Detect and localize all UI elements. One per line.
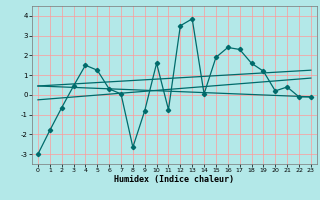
X-axis label: Humidex (Indice chaleur): Humidex (Indice chaleur) [115, 175, 234, 184]
